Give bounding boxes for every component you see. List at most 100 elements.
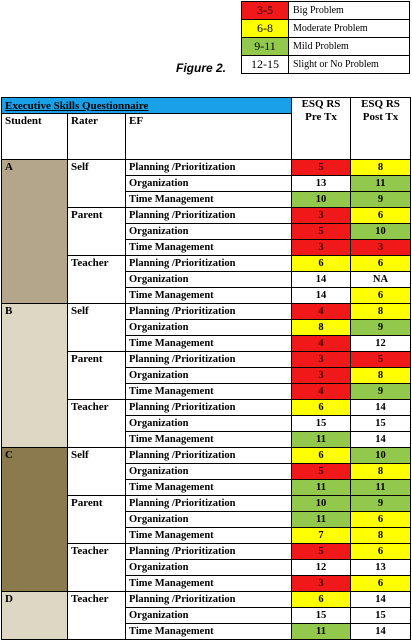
- header-ef: EF: [125, 113, 292, 160]
- ef-skill: Planning /Prioritization: [125, 255, 292, 272]
- rater-name: Self: [67, 447, 126, 496]
- ef-skill: Organization: [125, 463, 292, 480]
- score-pre: 15: [291, 607, 351, 624]
- score-pre: 13: [291, 175, 351, 192]
- score-post: 14: [350, 399, 411, 416]
- ef-skill: Organization: [125, 319, 292, 336]
- ef-skill: Planning /Prioritization: [125, 351, 292, 368]
- table-row: A Self Planning /Prioritization 5 8: [1, 159, 411, 304]
- score-pre: 8: [291, 319, 351, 336]
- legend-label: Moderate Problem: [288, 19, 410, 38]
- rater-name: Teacher: [67, 543, 126, 592]
- score-pre: 6: [291, 591, 351, 608]
- table-title: Executive Skills Questionnaire: [1, 97, 292, 114]
- ef-skill: Planning /Prioritization: [125, 159, 292, 176]
- header-pre-tx: ESQ RS Pre Tx: [291, 97, 351, 160]
- esq-table: Executive Skills Questionnaire ESQ RS Pr…: [1, 97, 411, 640]
- legend-table: 3-5 Big Problem 6-8 Moderate Problem 9-11 Mil…: [241, 1, 410, 74]
- score-post: 14: [350, 431, 411, 448]
- student-id: B: [1, 303, 68, 448]
- figure-label: Figure 2.: [176, 61, 227, 75]
- score-pre: 4: [291, 335, 351, 352]
- score-pre: 3: [291, 575, 351, 592]
- score-pre: 4: [291, 303, 351, 320]
- legend-row: 3-5 Big Problem: [241, 1, 410, 20]
- ef-skill: Planning /Prioritization: [125, 591, 292, 608]
- rater-name: Teacher: [67, 255, 126, 304]
- legend-range: 6-8: [241, 19, 289, 38]
- table-row: C Self Planning /Prioritization 6 10: [1, 447, 411, 592]
- table-row: Time Management 3 6: [2, 575, 411, 592]
- table-row: Organization 12 13: [2, 559, 411, 576]
- legend-range: 12-15: [241, 55, 289, 74]
- ef-skill: Organization: [125, 271, 292, 288]
- rater-name: Parent: [67, 207, 126, 256]
- rater-name: Teacher: [67, 591, 126, 640]
- ef-skill: Planning /Prioritization: [125, 303, 292, 320]
- ef-skill: Organization: [125, 607, 292, 624]
- ef-skill: Organization: [125, 559, 292, 576]
- table-row: Time Management 11 11: [2, 479, 411, 496]
- table-row: Teacher Planning /Prioritization 6 6: [2, 255, 411, 304]
- score-pre: 3: [291, 239, 351, 256]
- ef-skill: Time Management: [125, 287, 292, 304]
- score-post: 8: [350, 159, 411, 176]
- score-post: 9: [350, 191, 411, 208]
- ef-skill: Time Management: [125, 239, 292, 256]
- score-post: 15: [350, 415, 411, 432]
- ef-skill: Time Management: [125, 431, 292, 448]
- score-post: 14: [350, 623, 411, 640]
- score-pre: 4: [291, 383, 351, 400]
- score-post: 8: [350, 367, 411, 384]
- legend-row: 9-11 Mild Problem: [241, 37, 410, 56]
- ef-skill: Time Management: [125, 527, 292, 544]
- score-pre: 5: [291, 223, 351, 240]
- table-row: Time Management 14 6: [2, 287, 411, 304]
- student-id: C: [1, 447, 68, 592]
- table-row: D Teacher Planning /Prioritization 6 14: [1, 591, 411, 640]
- score-post: 6: [350, 255, 411, 272]
- score-post: 8: [350, 463, 411, 480]
- table-row: Organization 15 15: [2, 415, 411, 432]
- score-pre: 3: [291, 351, 351, 368]
- legend-row: 6-8 Moderate Problem: [241, 19, 410, 38]
- legend-label: Big Problem: [288, 1, 410, 20]
- score-pre: 6: [291, 255, 351, 272]
- legend-label: Mild Problem: [288, 37, 410, 56]
- legend-range: 3-5: [241, 1, 289, 20]
- table-row: Time Management 7 8: [2, 527, 411, 544]
- header-post-tx: ESQ RS Post Tx: [350, 97, 411, 160]
- score-pre: 3: [291, 367, 351, 384]
- score-post: 11: [350, 175, 411, 192]
- score-pre: 10: [291, 495, 351, 512]
- score-post: 6: [350, 575, 411, 592]
- ef-skill: Planning /Prioritization: [125, 207, 292, 224]
- ef-skill: Organization: [125, 511, 292, 528]
- table-row: Time Management 11 14: [2, 623, 411, 640]
- header-student: Student: [1, 113, 68, 160]
- legend-range: 9-11: [241, 37, 289, 56]
- score-post: NA: [350, 271, 411, 288]
- legend-row: 12-15 Slight or No Problem: [241, 55, 410, 74]
- student-id: D: [1, 591, 68, 640]
- score-post: 6: [350, 511, 411, 528]
- score-post: 13: [350, 559, 411, 576]
- ef-skill: Time Management: [125, 623, 292, 640]
- rater-name: Self: [67, 303, 126, 352]
- score-post: 14: [350, 591, 411, 608]
- table-row: Organization 11 6: [2, 511, 411, 528]
- ef-skill: Time Management: [125, 479, 292, 496]
- score-pre: 5: [291, 463, 351, 480]
- score-pre: 11: [291, 511, 351, 528]
- score-post: 5: [350, 351, 411, 368]
- score-post: 3: [350, 239, 411, 256]
- ef-skill: Organization: [125, 367, 292, 384]
- rater-name: Self: [67, 159, 126, 208]
- ef-skill: Organization: [125, 175, 292, 192]
- score-pre: 6: [291, 399, 351, 416]
- score-pre: 14: [291, 287, 351, 304]
- ef-skill: Planning /Prioritization: [125, 447, 292, 464]
- table-row: Time Management 10 9: [2, 191, 411, 208]
- score-pre: 10: [291, 191, 351, 208]
- score-pre: 14: [291, 271, 351, 288]
